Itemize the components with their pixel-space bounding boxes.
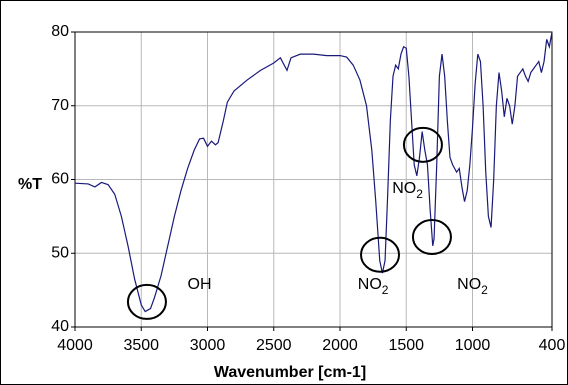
annotation-subscript: 2 xyxy=(382,283,389,297)
annotation-text: NO xyxy=(457,276,481,293)
x-axis-label: Wavenumber [cm-1] xyxy=(214,364,366,381)
peak-highlight xyxy=(360,236,401,273)
annotation: NO2 xyxy=(457,276,488,297)
y-tick-label: 70 xyxy=(51,97,69,114)
peak-highlight xyxy=(402,126,443,163)
x-tick-label: 4000 xyxy=(57,337,93,354)
annotation-subscript: 2 xyxy=(481,283,488,297)
peak-highlight xyxy=(126,283,167,320)
x-tick-label: 3000 xyxy=(190,337,226,354)
x-tick-label: 1500 xyxy=(388,337,424,354)
y-axis-label: %T xyxy=(18,176,42,193)
peak-highlight xyxy=(411,219,452,256)
x-tick-label: 2500 xyxy=(256,337,292,354)
annotation: NO2 xyxy=(358,276,389,297)
x-tick-label: 3500 xyxy=(123,337,159,354)
annotation: NO2 xyxy=(392,180,423,201)
x-tick-label: 1000 xyxy=(455,337,491,354)
plot-border xyxy=(74,31,553,328)
annotation: OH xyxy=(188,276,212,293)
y-tick-label: 50 xyxy=(51,244,69,261)
annotation-subscript: 2 xyxy=(416,187,423,201)
annotation-text: NO xyxy=(392,180,416,197)
y-tick-label: 40 xyxy=(51,318,69,335)
x-tick-label: 2000 xyxy=(322,337,358,354)
x-tick-label: 400 xyxy=(539,337,566,354)
annotation-text: OH xyxy=(188,276,212,293)
spectrum-line xyxy=(74,31,553,313)
y-tick-label: 60 xyxy=(51,171,69,188)
y-tick-label: 80 xyxy=(51,23,69,40)
annotation-text: NO xyxy=(358,276,382,293)
